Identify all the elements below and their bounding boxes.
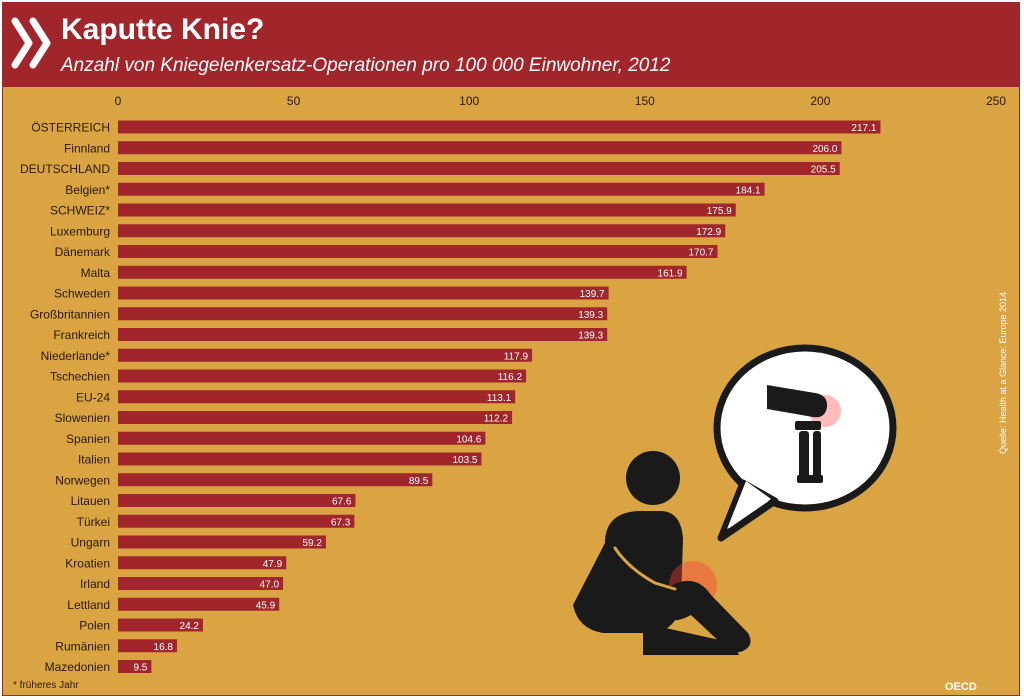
data-label: 47.9 <box>263 559 283 570</box>
bar <box>118 411 513 424</box>
x-tick-label: 100 <box>459 94 479 108</box>
bar <box>118 639 178 653</box>
category-label: Niederlande* <box>41 349 111 363</box>
data-label: 139.7 <box>580 289 605 300</box>
source-note: Quelle: Health at a Glance: Europe 2014 <box>998 291 1008 455</box>
bar <box>118 348 533 362</box>
data-label: 24.2 <box>180 621 200 632</box>
category-label: Tschechien <box>50 370 110 384</box>
category-label: Dänemark <box>55 245 111 259</box>
data-label: 89.5 <box>409 476 429 487</box>
data-label: 67.3 <box>331 517 351 528</box>
knee-pain-illustration <box>573 344 897 655</box>
bar <box>118 473 433 487</box>
bar <box>118 431 486 445</box>
bar <box>118 660 152 673</box>
category-label: Großbritannien <box>30 307 110 321</box>
data-label: 184.1 <box>736 185 761 196</box>
bar <box>118 224 726 238</box>
data-label: 103.5 <box>452 455 477 466</box>
bar <box>118 514 355 528</box>
x-tick-label: 150 <box>635 94 655 108</box>
data-label: 67.6 <box>332 497 352 508</box>
category-label: Spanien <box>66 432 110 446</box>
data-label: 139.3 <box>578 310 603 321</box>
bar <box>118 556 287 570</box>
bar <box>118 494 356 507</box>
category-label: DEUTSCHLAND <box>20 162 110 176</box>
category-label: Belgien* <box>65 183 110 197</box>
category-label: Schweden <box>54 287 110 301</box>
data-label: 205.5 <box>811 165 836 176</box>
bar <box>118 307 608 321</box>
data-label: 112.2 <box>484 414 509 425</box>
category-label: Polen <box>79 619 110 633</box>
bar <box>118 452 482 466</box>
category-label: EU-24 <box>76 390 110 404</box>
page-subtitle: Anzahl von Kniegelenkersatz-Operationen … <box>61 55 671 76</box>
category-label: Rumänien <box>55 639 110 653</box>
bar <box>118 265 687 279</box>
bar <box>118 141 842 155</box>
category-label: Litauen <box>71 494 110 508</box>
category-label: Malta <box>81 266 111 280</box>
category-label: Ungarn <box>71 536 110 550</box>
data-label: 16.8 <box>154 642 174 653</box>
data-label: 117.9 <box>504 351 529 362</box>
bar <box>118 203 736 217</box>
category-label: Frankreich <box>53 328 110 342</box>
data-label: 139.3 <box>578 331 603 342</box>
data-label: 175.9 <box>707 206 732 217</box>
data-label: 170.7 <box>688 248 713 259</box>
data-label: 9.5 <box>133 663 147 674</box>
data-label: 113.1 <box>487 393 512 404</box>
category-label: Finnland <box>64 141 110 155</box>
page-title: Kaputte Knie? <box>61 13 265 46</box>
category-label: ÖSTERREICH <box>31 121 110 135</box>
category-label: Norwegen <box>55 473 110 487</box>
data-label: 104.6 <box>456 434 481 445</box>
category-label: Irland <box>80 577 110 591</box>
x-tick-label: 200 <box>810 94 830 108</box>
bar <box>118 245 718 258</box>
data-label: 172.9 <box>696 227 721 238</box>
data-label: 217.1 <box>851 123 876 134</box>
data-label: 206.0 <box>812 144 837 155</box>
bar <box>118 162 840 175</box>
bar <box>118 618 203 632</box>
bar <box>118 597 280 611</box>
data-label: 59.2 <box>302 538 322 549</box>
category-label: SCHWEIZ* <box>50 204 110 218</box>
bar <box>118 286 609 300</box>
data-label: 161.9 <box>658 268 683 279</box>
bar <box>118 390 516 404</box>
data-label: 116.2 <box>498 372 523 383</box>
category-label: Lettland <box>67 598 110 612</box>
header-banner: Kaputte Knie? Anzahl von Kniegelenkersat… <box>3 3 1019 87</box>
x-tick-label: 250 <box>986 94 1006 108</box>
bar <box>118 535 326 549</box>
bar <box>118 328 608 341</box>
category-label: Luxemburg <box>50 224 110 238</box>
oecd-logo: OECD <box>945 681 977 693</box>
category-label: Türkei <box>77 515 110 529</box>
bar-chart: 0 50 100 150 200 250 ÖSTERREICH 217.1 Finnland 20… <box>20 94 1006 674</box>
person-holding-knee-icon <box>573 451 751 655</box>
category-label: Slowenien <box>55 411 110 425</box>
chevron-double-right-icon <box>11 17 51 69</box>
category-label: Italien <box>78 453 110 467</box>
category-label: Mazedonien <box>45 660 110 674</box>
category-label: Kroatien <box>65 556 110 570</box>
x-tick-label: 0 <box>115 94 122 108</box>
bar <box>118 577 284 590</box>
bar <box>118 120 881 134</box>
data-label: 45.9 <box>256 600 276 611</box>
data-label: 47.0 <box>260 580 280 591</box>
knee-joint-icon <box>767 385 841 483</box>
bar <box>118 369 527 383</box>
bar <box>118 182 765 196</box>
x-tick-label: 50 <box>287 94 301 108</box>
footnote: * früheres Jahr <box>13 680 79 691</box>
